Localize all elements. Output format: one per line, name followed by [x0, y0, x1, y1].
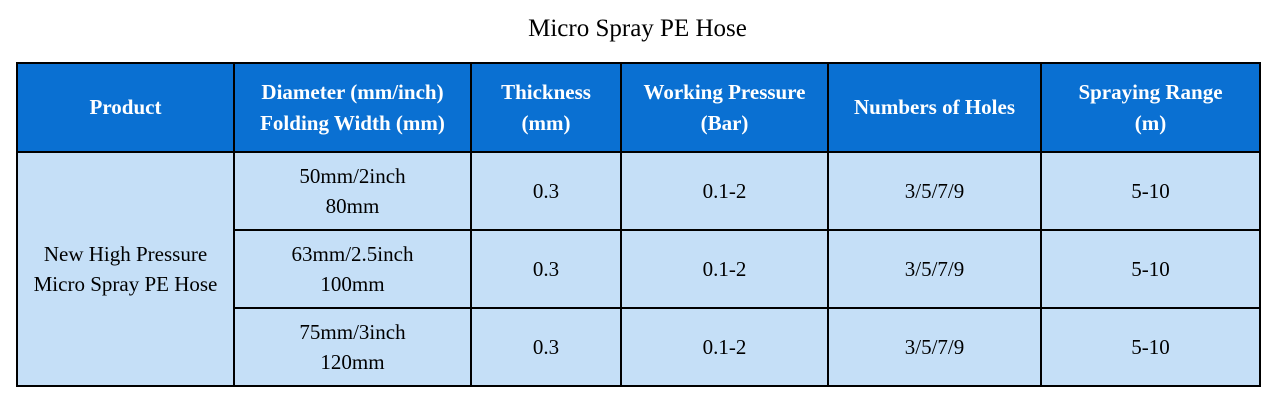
header-spraying-range: Spraying Range (m) [1040, 62, 1261, 153]
spec-table: Product Diameter (mm/inch) Folding Width… [16, 62, 1261, 387]
cell-spraying-range: 5-10 [1040, 229, 1261, 309]
cell-spraying-range: 5-10 [1040, 307, 1261, 387]
header-working-pressure: Working Pressure (Bar) [620, 62, 829, 153]
cell-working-pressure: 0.1-2 [620, 229, 829, 309]
cell-working-pressure: 0.1-2 [620, 307, 829, 387]
cell-product-name: New High Pressure Micro Spray PE Hose [16, 151, 235, 387]
table-row: 75mm/3inch 120mm 0.3 0.1-2 3/5/7/9 5-10 [17, 307, 1261, 387]
cell-thickness: 0.3 [470, 307, 622, 387]
table-row: 63mm/2.5inch 100mm 0.3 0.1-2 3/5/7/9 5-1… [17, 229, 1261, 309]
cell-thickness: 0.3 [470, 151, 622, 231]
cell-spraying-range: 5-10 [1040, 151, 1261, 231]
cell-numbers-of-holes: 3/5/7/9 [827, 307, 1042, 387]
table-row: New High Pressure Micro Spray PE Hose 50… [16, 151, 1261, 387]
cell-numbers-of-holes: 3/5/7/9 [827, 229, 1042, 309]
page-title: Micro Spray PE Hose [528, 15, 747, 42]
cell-working-pressure: 0.1-2 [620, 151, 829, 231]
cell-numbers-of-holes: 3/5/7/9 [827, 151, 1042, 231]
header-product: Product [16, 62, 235, 153]
cell-diameter-folding-width: 75mm/3inch 120mm [233, 307, 472, 387]
header-numbers-of-holes: Numbers of Holes [827, 62, 1042, 153]
cell-diameter-folding-width: 50mm/2inch 80mm [233, 151, 472, 231]
header-diameter-folding-width: Diameter (mm/inch) Folding Width (mm) [233, 62, 472, 153]
cell-diameter-folding-width: 63mm/2.5inch 100mm [233, 229, 472, 309]
cell-thickness: 0.3 [470, 229, 622, 309]
header-thickness: Thickness (mm) [470, 62, 622, 153]
header-row: Product Diameter (mm/inch) Folding Width… [16, 62, 1261, 153]
